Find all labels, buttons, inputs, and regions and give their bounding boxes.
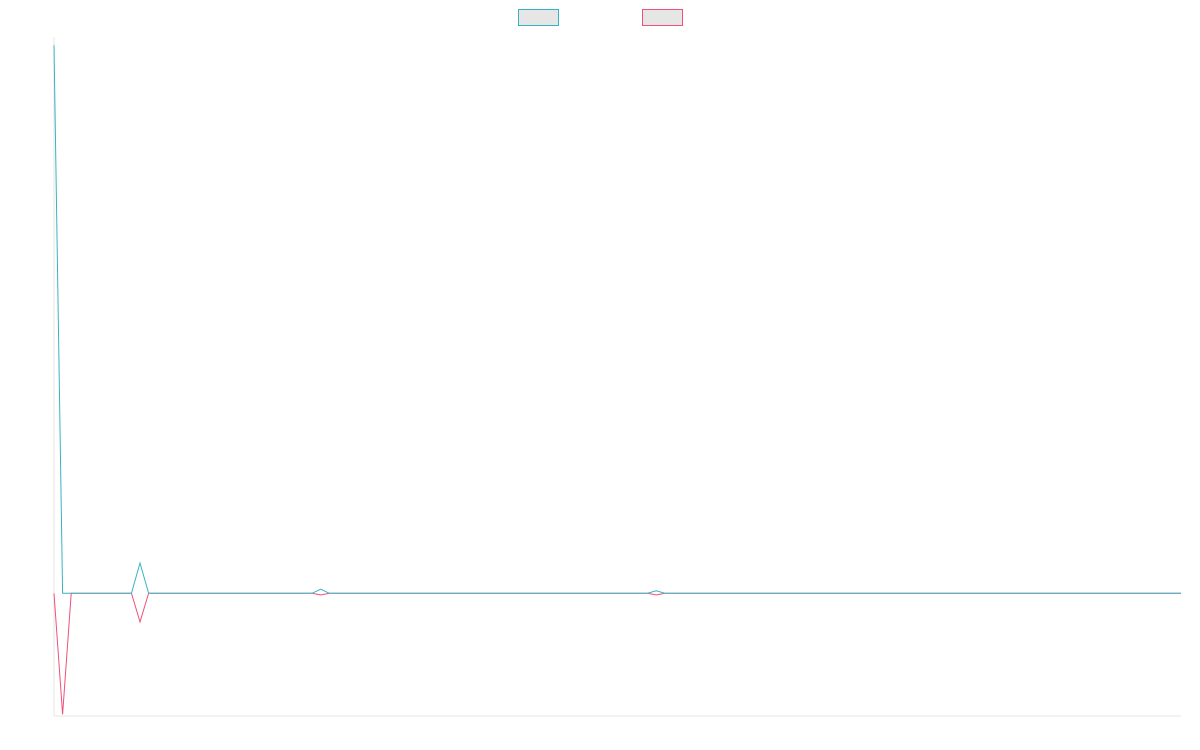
- series-line-2: [53, 592, 1181, 715]
- legend: [518, 9, 683, 26]
- series-layer: [53, 45, 1181, 715]
- axes: [53, 37, 1181, 717]
- series-line-1: [53, 45, 1181, 594]
- legend-swatch-1[interactable]: [518, 9, 559, 26]
- legend-swatch-2[interactable]: [642, 9, 683, 26]
